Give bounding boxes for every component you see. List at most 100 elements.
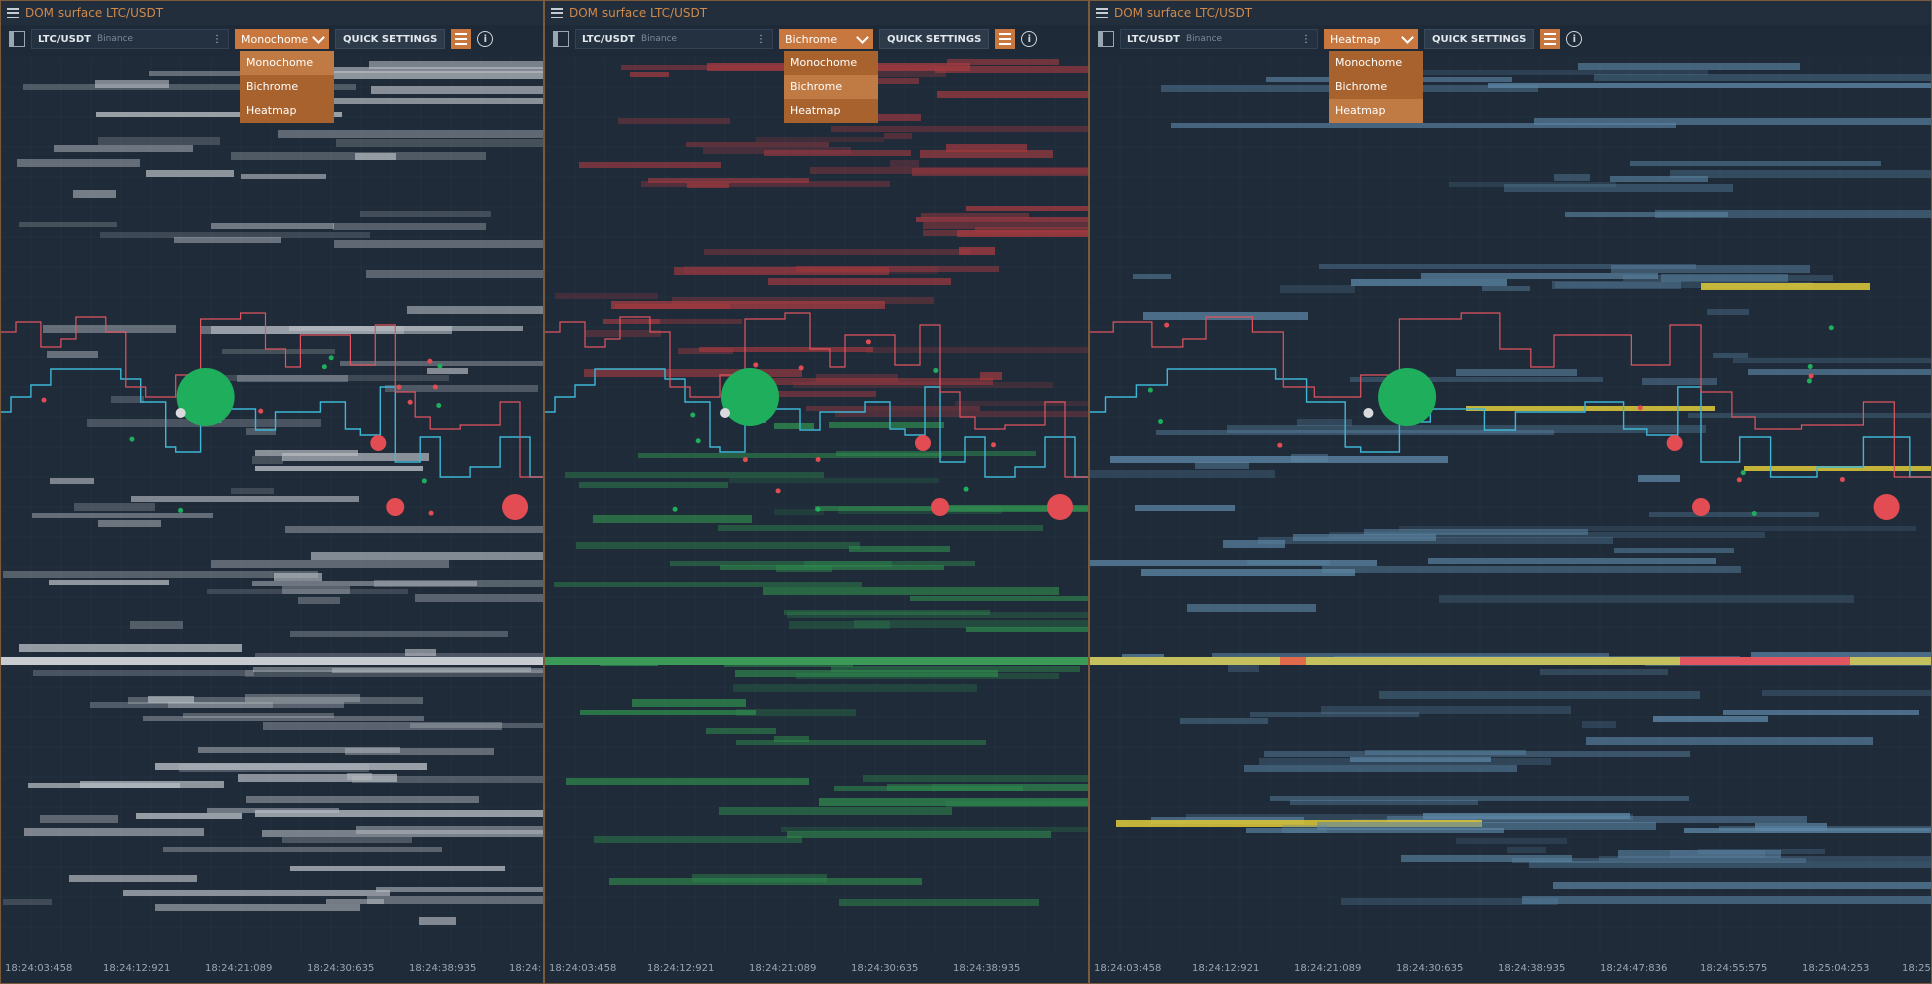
option-monochome[interactable]: Monochome (1335, 56, 1403, 69)
symbol-selector[interactable]: LTC/USDT Binance ⋮ (31, 29, 229, 49)
color-mode-select[interactable]: Monochome (235, 29, 329, 49)
more-vertical-icon[interactable]: ⋮ (212, 33, 222, 45)
time-tick: 18:24:03:458 (5, 963, 73, 974)
more-vertical-icon[interactable]: ⋮ (1301, 33, 1311, 45)
small-trade-dot (427, 358, 433, 364)
chevron-down-icon (856, 30, 869, 44)
order-book-level (198, 747, 400, 753)
settings-sliders-icon[interactable] (1540, 29, 1561, 49)
time-tick: 18:24:47:836 (1600, 963, 1668, 974)
info-icon[interactable]: i (477, 31, 494, 47)
dom-surface-chart[interactable] (1090, 57, 1931, 983)
order-book-level (816, 374, 898, 382)
order-book-level (764, 150, 911, 156)
order-book-level (937, 91, 1088, 98)
order-book-level (96, 112, 342, 117)
order-book-level (385, 385, 538, 392)
order-book-level (980, 372, 1002, 380)
best-ask-line (1090, 312, 1931, 478)
order-book-level (1762, 690, 1931, 696)
order-book-level (1417, 70, 1708, 75)
menu-icon[interactable] (1096, 7, 1108, 19)
color-mode-select[interactable]: Bichrome (779, 29, 873, 49)
order-book-level (282, 586, 350, 594)
more-vertical-icon[interactable]: ⋮ (756, 33, 766, 45)
order-book-level (1529, 861, 1931, 868)
sidebar-toggle-icon[interactable] (553, 31, 569, 47)
order-book-level (1156, 430, 1554, 435)
order-book-level (237, 375, 348, 382)
sidebar-toggle-icon[interactable] (9, 31, 25, 47)
info-icon[interactable]: i (1566, 31, 1583, 47)
panel-titlebar: DOM surface LTC/USDT (1090, 1, 1931, 25)
option-heatmap[interactable]: Heatmap (1329, 99, 1423, 123)
menu-icon[interactable] (551, 7, 563, 19)
order-book-level (1748, 369, 1931, 375)
exchange-name: Binance (96, 34, 134, 44)
order-book-level (407, 306, 543, 314)
dom-heatmap-canvas[interactable] (1, 57, 544, 984)
option-bichrome[interactable]: Bichrome (246, 80, 299, 93)
color-mode-select[interactable]: Heatmap (1324, 29, 1418, 49)
order-book-level (957, 230, 1088, 237)
order-book-level (278, 130, 543, 138)
time-tick: 18:24: (509, 963, 542, 974)
color-mode-dropdown: Monochome Bichrome Heatmap (1329, 51, 1423, 123)
small-trade-dot (437, 363, 443, 369)
order-book-level (277, 67, 543, 73)
small-trade-dot (775, 488, 781, 494)
order-book-level (580, 710, 756, 715)
order-book-level (360, 211, 491, 217)
time-tick: 18:24:12:921 (1192, 963, 1260, 974)
order-book-level (638, 453, 942, 458)
small-trade-dot (753, 362, 759, 368)
time-tick: 18:25 (1902, 963, 1931, 974)
option-bichrome[interactable]: Bichrome (1335, 80, 1388, 93)
order-book-level (410, 723, 543, 728)
dom-heatmap-canvas[interactable] (1090, 57, 1932, 984)
option-monochome[interactable]: Monochome (240, 51, 334, 75)
order-book-level (17, 159, 140, 167)
dom-surface-chart[interactable] (545, 57, 1088, 983)
settings-sliders-icon[interactable] (995, 29, 1016, 49)
quick-settings-button[interactable]: QUICK SETTINGS (879, 29, 990, 49)
order-book-level (554, 582, 862, 587)
order-book-level (1698, 849, 1825, 854)
menu-icon[interactable] (7, 7, 19, 19)
dom-heatmap-canvas[interactable] (545, 57, 1089, 984)
order-book-level (648, 178, 809, 183)
option-monochome[interactable]: Monochome (790, 56, 858, 69)
order-book-level (98, 137, 220, 145)
sidebar-toggle-icon[interactable] (1098, 31, 1114, 47)
best-bid-line (545, 368, 1088, 478)
info-icon[interactable]: i (1021, 31, 1038, 47)
option-heatmap[interactable]: Heatmap (790, 104, 841, 117)
time-tick: 18:25:04:253 (1802, 963, 1870, 974)
order-book-level (241, 174, 326, 179)
time-axis: 18:24:03:458 18:24:12:921 18:24:21:089 1… (545, 963, 1088, 977)
order-book-level (796, 266, 999, 272)
order-book-level (262, 830, 543, 837)
large-order-level (545, 657, 1088, 665)
order-book-level (594, 836, 802, 843)
order-book-level (1614, 548, 1734, 553)
option-bichrome[interactable]: Bichrome (784, 75, 878, 99)
symbol-selector[interactable]: LTC/USDT Binance ⋮ (1120, 29, 1318, 49)
order-book-level (238, 774, 397, 782)
order-book-level (1582, 721, 1616, 728)
sell-trade-bubble (931, 498, 949, 516)
order-book-level (23, 84, 356, 90)
dom-surface-chart[interactable] (1, 57, 543, 983)
order-book-level (946, 144, 1027, 152)
order-book-level (163, 847, 442, 852)
quick-settings-button[interactable]: QUICK SETTINGS (1424, 29, 1535, 49)
option-heatmap[interactable]: Heatmap (246, 104, 297, 117)
quick-settings-button[interactable]: QUICK SETTINGS (335, 29, 446, 49)
symbol-selector[interactable]: LTC/USDT Binance ⋮ (575, 29, 773, 49)
settings-sliders-icon[interactable] (451, 29, 472, 49)
order-book-level (179, 764, 369, 772)
order-book-level (1259, 758, 1551, 765)
small-trade-dot (396, 384, 402, 390)
order-book-level (69, 875, 197, 882)
order-book-level (1578, 63, 1800, 70)
